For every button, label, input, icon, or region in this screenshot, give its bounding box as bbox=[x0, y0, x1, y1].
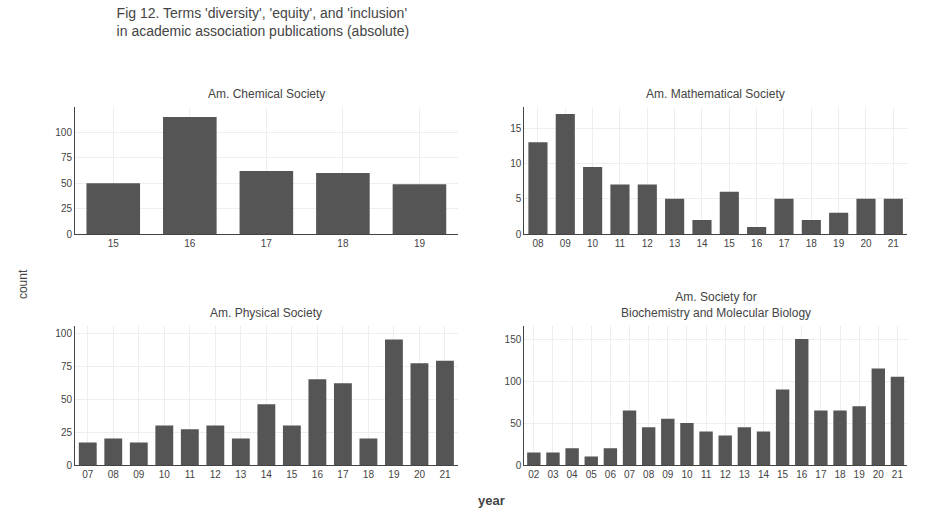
svg-text:0: 0 bbox=[66, 229, 72, 240]
svg-text:count: count bbox=[16, 269, 30, 299]
svg-text:19: 19 bbox=[414, 238, 426, 249]
svg-text:09: 09 bbox=[662, 469, 674, 480]
svg-text:04: 04 bbox=[567, 469, 579, 480]
svg-text:15: 15 bbox=[108, 238, 120, 249]
svg-text:06: 06 bbox=[605, 469, 617, 480]
svg-text:150: 150 bbox=[505, 334, 522, 345]
svg-text:100: 100 bbox=[55, 127, 72, 138]
svg-text:Am. Chemical Society: Am. Chemical Society bbox=[208, 87, 325, 101]
svg-text:14: 14 bbox=[696, 238, 708, 249]
svg-text:08: 08 bbox=[643, 469, 655, 480]
svg-text:75: 75 bbox=[61, 361, 73, 372]
svg-text:20: 20 bbox=[873, 469, 885, 480]
svg-text:17: 17 bbox=[778, 238, 790, 249]
svg-text:21: 21 bbox=[439, 469, 451, 480]
svg-text:5: 5 bbox=[516, 193, 522, 204]
svg-text:17: 17 bbox=[337, 469, 349, 480]
svg-text:18: 18 bbox=[806, 238, 818, 249]
svg-text:13: 13 bbox=[235, 469, 247, 480]
svg-text:100: 100 bbox=[55, 328, 72, 339]
svg-text:05: 05 bbox=[586, 469, 598, 480]
svg-text:10: 10 bbox=[510, 158, 522, 169]
svg-text:09: 09 bbox=[133, 469, 145, 480]
svg-text:07: 07 bbox=[624, 469, 636, 480]
svg-text:14: 14 bbox=[758, 469, 770, 480]
svg-text:03: 03 bbox=[547, 469, 559, 480]
svg-text:13: 13 bbox=[739, 469, 751, 480]
svg-text:16: 16 bbox=[796, 469, 808, 480]
svg-text:100: 100 bbox=[505, 376, 522, 387]
svg-text:Am. Society forBiochemistry an: Am. Society forBiochemistry and Molecula… bbox=[621, 290, 811, 320]
svg-text:11: 11 bbox=[615, 238, 626, 249]
svg-text:0: 0 bbox=[516, 460, 522, 471]
svg-text:17: 17 bbox=[261, 238, 273, 249]
svg-text:07: 07 bbox=[82, 469, 94, 480]
svg-text:18: 18 bbox=[363, 469, 375, 480]
svg-text:50: 50 bbox=[61, 394, 73, 405]
svg-text:21: 21 bbox=[888, 238, 900, 249]
svg-text:16: 16 bbox=[184, 238, 196, 249]
svg-text:10: 10 bbox=[681, 469, 693, 480]
svg-text:15: 15 bbox=[724, 238, 736, 249]
svg-text:0: 0 bbox=[516, 229, 522, 240]
svg-text:12: 12 bbox=[210, 469, 222, 480]
svg-text:Am. Mathematical Society: Am. Mathematical Society bbox=[646, 87, 785, 101]
svg-text:15: 15 bbox=[777, 469, 789, 480]
svg-text:11: 11 bbox=[701, 469, 712, 480]
svg-text:50: 50 bbox=[510, 418, 522, 429]
svg-text:02: 02 bbox=[528, 469, 540, 480]
svg-text:11: 11 bbox=[185, 469, 196, 480]
svg-text:16: 16 bbox=[312, 469, 324, 480]
svg-text:15: 15 bbox=[510, 123, 522, 134]
svg-text:10: 10 bbox=[587, 238, 599, 249]
svg-text:year: year bbox=[478, 493, 505, 508]
svg-text:19: 19 bbox=[833, 238, 845, 249]
svg-text:Am. Physical Society: Am. Physical Society bbox=[210, 306, 322, 320]
svg-text:17: 17 bbox=[815, 469, 827, 480]
svg-text:19: 19 bbox=[854, 469, 866, 480]
svg-text:0: 0 bbox=[66, 460, 72, 471]
svg-text:15: 15 bbox=[286, 469, 298, 480]
svg-text:21: 21 bbox=[892, 469, 904, 480]
svg-text:25: 25 bbox=[61, 203, 73, 214]
svg-text:08: 08 bbox=[108, 469, 120, 480]
svg-text:25: 25 bbox=[61, 427, 73, 438]
svg-text:14: 14 bbox=[261, 469, 273, 480]
svg-text:09: 09 bbox=[560, 238, 572, 249]
svg-text:12: 12 bbox=[642, 238, 654, 249]
svg-text:13: 13 bbox=[669, 238, 681, 249]
svg-text:18: 18 bbox=[834, 469, 846, 480]
svg-text:08: 08 bbox=[532, 238, 544, 249]
svg-text:20: 20 bbox=[860, 238, 872, 249]
svg-text:75: 75 bbox=[61, 152, 73, 163]
svg-text:12: 12 bbox=[720, 469, 732, 480]
svg-text:16: 16 bbox=[751, 238, 763, 249]
svg-text:Fig 12. Terms 'diversity', 'eq: Fig 12. Terms 'diversity', 'equity', and… bbox=[117, 5, 410, 39]
svg-text:10: 10 bbox=[159, 469, 171, 480]
svg-text:19: 19 bbox=[388, 469, 400, 480]
svg-text:20: 20 bbox=[414, 469, 426, 480]
svg-text:18: 18 bbox=[337, 238, 349, 249]
svg-text:50: 50 bbox=[61, 178, 73, 189]
